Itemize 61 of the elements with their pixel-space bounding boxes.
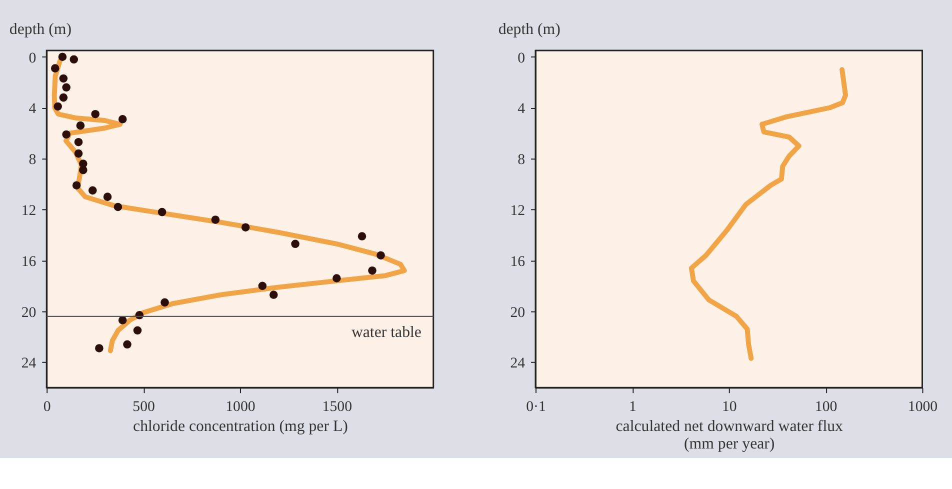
y-tick-label: 4 (518, 101, 526, 118)
x-tick-label: 0·1 (526, 398, 546, 415)
y-tick-label: 0 (518, 50, 526, 66)
x-tick-label: 500 (132, 398, 155, 415)
point (76, 121, 85, 130)
point (103, 192, 112, 201)
y-tick-label: 24 (510, 356, 526, 372)
point (91, 110, 100, 118)
y-tick-label: 0 (28, 50, 36, 66)
x-tick-label: 1 (628, 398, 636, 415)
y-tick-label: 20 (21, 304, 36, 321)
point (368, 266, 376, 275)
y-tick-label: 24 (21, 356, 37, 372)
point (74, 149, 83, 158)
y-tick-label: 8 (28, 152, 36, 168)
point (332, 274, 341, 282)
y-tick-label: 20 (510, 304, 526, 321)
x-tick-label: 1000 (226, 398, 256, 415)
y-tick-label: 16 (21, 254, 36, 270)
y-tick-label: 16 (510, 254, 526, 270)
x-tick-label: 10 (722, 398, 737, 415)
y-tick-label: 12 (21, 202, 36, 219)
ref-line-label: water table (351, 324, 422, 342)
point (158, 208, 166, 216)
point (358, 232, 366, 240)
point (376, 251, 385, 260)
x-axis-title: calculated net downward water flux (mm per year) (616, 418, 844, 453)
point (58, 52, 67, 61)
point (269, 290, 278, 299)
y-axis-title: depth (m) (9, 21, 72, 38)
point (79, 166, 88, 174)
point (54, 102, 62, 111)
point (291, 240, 300, 248)
point (114, 202, 122, 212)
x-axis-title: chloride concentration (mg per L) (133, 418, 348, 435)
point (62, 83, 70, 92)
point (160, 298, 169, 307)
point (88, 186, 97, 195)
x-tick-label: 1000 (908, 398, 938, 415)
point (211, 216, 220, 224)
point (59, 93, 68, 102)
x-tick-label: 100 (814, 398, 838, 415)
point (70, 55, 78, 64)
point (118, 115, 127, 124)
point (62, 130, 70, 139)
point (258, 282, 267, 290)
point (133, 326, 142, 335)
x-tick-label: 0 (43, 398, 51, 415)
y-tick-label: 12 (510, 202, 526, 219)
point (59, 74, 68, 83)
point (72, 181, 81, 190)
point (95, 344, 104, 352)
point (74, 138, 83, 146)
y-tick-label: 8 (518, 152, 526, 168)
x-tick-label: 1500 (322, 398, 352, 415)
y-tick-label: 4 (28, 101, 37, 118)
y-axis-title: depth (m) (498, 21, 560, 38)
point (50, 64, 60, 72)
point (118, 316, 127, 324)
point (123, 340, 132, 349)
point (241, 223, 250, 232)
